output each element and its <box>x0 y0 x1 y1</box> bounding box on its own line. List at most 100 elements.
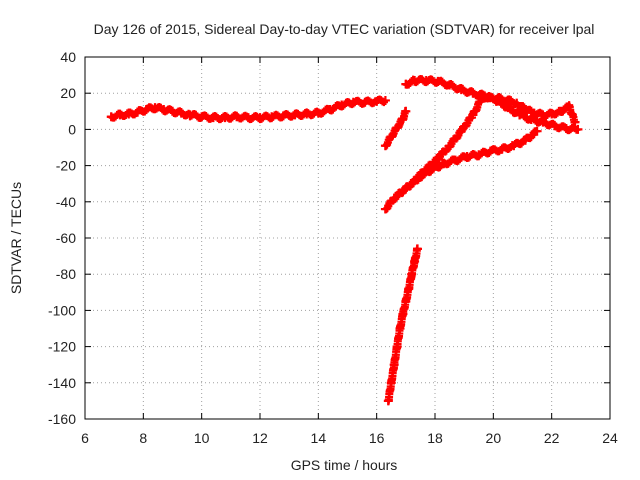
x-tick-label: 14 <box>311 430 327 446</box>
y-tick-label: 40 <box>60 49 76 65</box>
data-point <box>410 76 420 86</box>
data-point <box>468 110 478 120</box>
data-point <box>360 97 370 107</box>
data-point <box>208 113 218 123</box>
data-point <box>445 141 455 151</box>
data-point <box>547 109 557 119</box>
data-point <box>290 110 300 120</box>
data-point <box>313 108 323 118</box>
data-point <box>106 112 116 122</box>
data-point <box>383 396 393 406</box>
y-tick-label: -20 <box>56 158 76 174</box>
data-point <box>445 80 455 90</box>
y-tick-label: 20 <box>60 85 76 101</box>
data-point <box>398 309 408 319</box>
data-point <box>433 153 443 163</box>
data-point <box>398 186 408 196</box>
data-point <box>494 94 504 104</box>
data-point <box>176 108 186 118</box>
data-point <box>526 114 536 124</box>
y-tick-label: -80 <box>56 266 76 282</box>
data-point <box>386 378 396 388</box>
data-point <box>325 104 335 114</box>
data-point <box>380 204 390 214</box>
y-tick-label: -140 <box>48 375 76 391</box>
x-tick-label: 24 <box>602 430 618 446</box>
data-point <box>512 98 522 108</box>
data-point <box>401 79 411 89</box>
data-point <box>197 112 207 122</box>
data-point <box>380 141 390 151</box>
data-point <box>278 111 288 121</box>
data-point <box>386 132 396 142</box>
data-point <box>468 88 478 98</box>
series-arc-rising-diagonal <box>410 94 487 185</box>
x-tick-label: 20 <box>486 430 502 446</box>
series-arc-lower-rising <box>380 126 542 214</box>
data-point <box>398 114 408 124</box>
data-point <box>570 117 580 127</box>
data-point <box>433 76 443 86</box>
data-point <box>456 126 466 136</box>
series-arc-main-daytime <box>106 95 390 124</box>
data-point <box>392 123 402 133</box>
series-arc-steep-descent <box>383 244 422 406</box>
data-point <box>450 155 460 165</box>
data-point <box>380 95 390 105</box>
y-tick-label: -60 <box>56 230 76 246</box>
data-point <box>561 123 571 133</box>
data-point <box>474 150 484 160</box>
series-arc-upper-hump <box>401 74 583 135</box>
x-tick-label: 12 <box>252 430 268 446</box>
data-point <box>348 97 358 107</box>
data-point <box>477 92 487 102</box>
data-point <box>509 141 519 151</box>
data-point <box>407 269 417 279</box>
y-tick-label: -40 <box>56 194 76 210</box>
data-point <box>573 124 583 134</box>
data-point <box>389 193 399 203</box>
x-tick-label: 6 <box>81 430 89 446</box>
data-point <box>456 85 466 95</box>
data-point <box>115 110 125 120</box>
data-point <box>372 96 382 106</box>
data-point <box>462 152 472 162</box>
x-tick-label: 16 <box>369 430 385 446</box>
data-point <box>243 113 253 123</box>
y-tick-label: -120 <box>48 339 76 355</box>
data-point <box>550 121 560 131</box>
data-series <box>106 74 583 406</box>
data-point <box>401 296 411 306</box>
data-point <box>255 113 265 123</box>
data-point <box>485 146 495 156</box>
x-tick-label: 10 <box>194 430 210 446</box>
data-point <box>564 102 574 112</box>
data-point <box>529 108 539 118</box>
data-point <box>389 360 399 370</box>
data-point <box>404 284 414 294</box>
data-point <box>232 112 242 122</box>
data-point <box>133 107 142 117</box>
data-point <box>413 244 422 254</box>
data-point <box>392 342 402 352</box>
data-point <box>410 257 420 267</box>
y-tick-label: -100 <box>48 302 76 318</box>
data-point <box>124 109 134 119</box>
data-point <box>220 113 230 123</box>
data-point <box>185 110 195 120</box>
x-tick-label: 22 <box>544 430 560 446</box>
tick-labels: 6 8 10 12 14 16 18 20 22 24 40 20 0 -20 -40 -60 -80 -100 -… <box>48 49 618 446</box>
x-tick-label: 18 <box>427 430 443 446</box>
y-tick-label: 0 <box>68 121 76 137</box>
data-point <box>421 76 431 86</box>
data-point <box>439 159 449 169</box>
data-point <box>532 126 542 136</box>
series-arc-right-cluster <box>477 92 580 127</box>
data-point <box>520 104 530 114</box>
x-axis-label: GPS time / hours <box>291 457 398 473</box>
data-point <box>520 135 530 145</box>
data-point <box>401 106 411 116</box>
x-tick-label: 8 <box>139 430 147 446</box>
y-tick-label: -160 <box>48 411 76 427</box>
